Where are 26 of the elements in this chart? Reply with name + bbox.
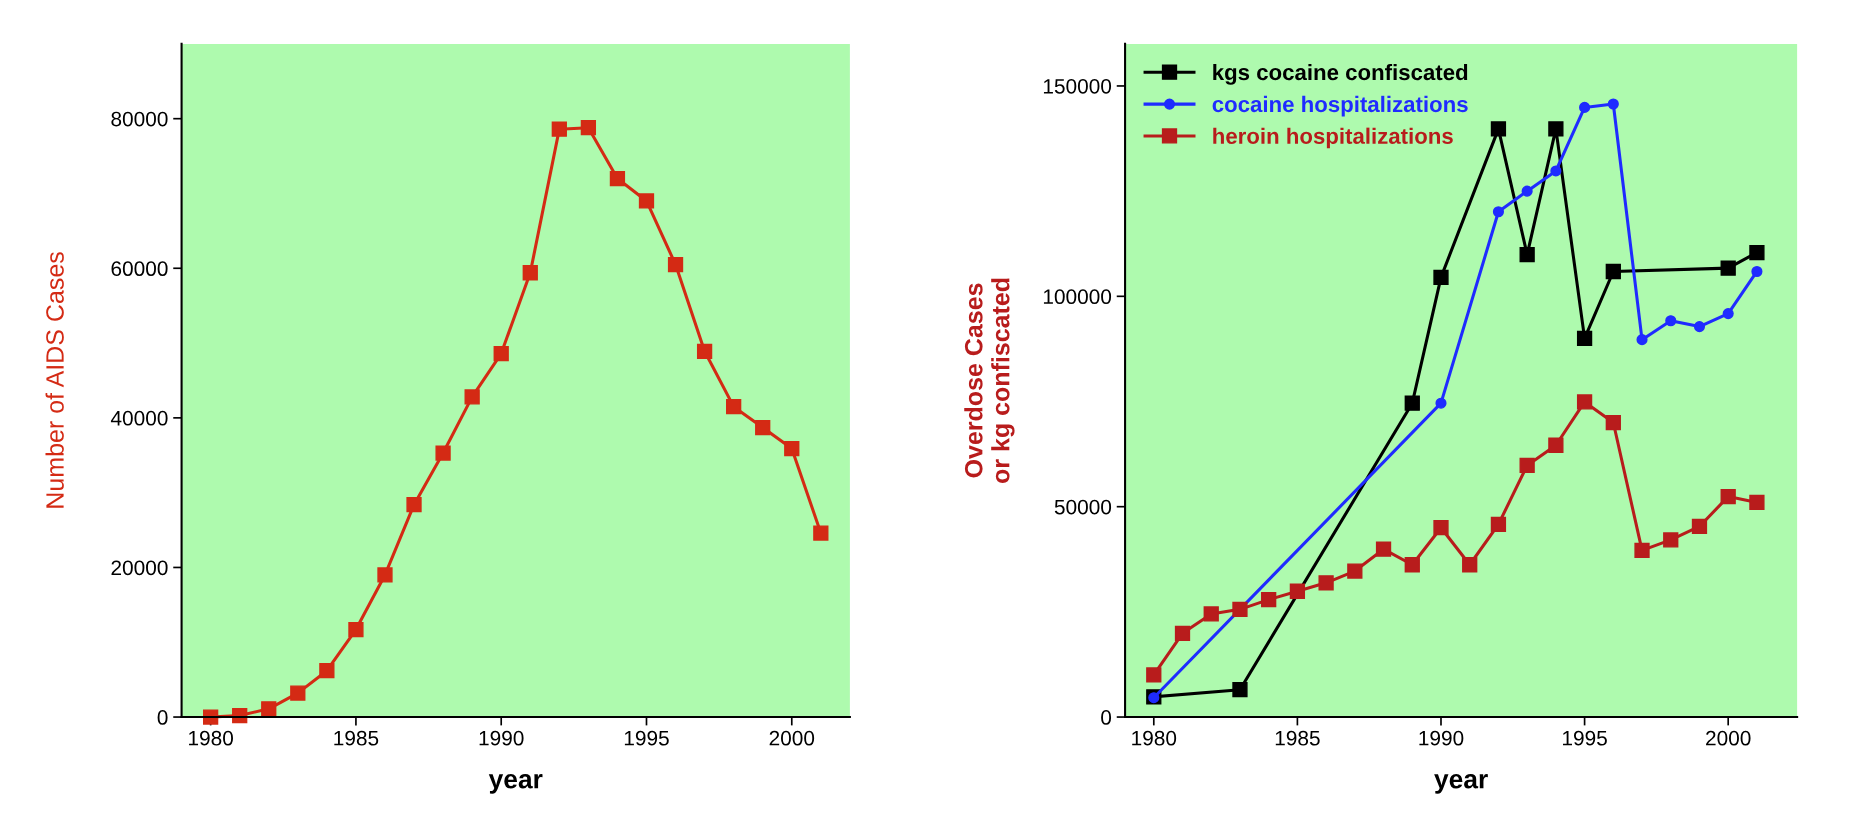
legend-label: heroin hospitalizations	[1213, 127, 1453, 149]
y-tick-label: 100000	[1043, 289, 1112, 305]
x-tick-label: 1980	[1132, 730, 1177, 746]
x-tick-label: 1990	[479, 730, 524, 746]
y-tick-label: 0	[157, 710, 168, 725]
x-tick-label: 1990	[1419, 730, 1464, 746]
y-tick-label: 60000	[111, 261, 168, 277]
x-tick-label: 1995	[624, 730, 669, 746]
x-tick-label: 1980	[189, 730, 233, 746]
y-axis-title: Overdose Cases or kg confiscated	[964, 278, 1015, 483]
x-tick-label: 1995	[1563, 730, 1607, 746]
x-tick-label: 2000	[1706, 730, 1751, 746]
y-tick-label: 150000	[1043, 78, 1112, 94]
x-tick-label: 1985	[334, 730, 379, 746]
legend-label: cocaine hospitalizations	[1212, 95, 1468, 117]
y-tick-label: 40000	[110, 410, 168, 426]
y-tick-label: 0	[1101, 710, 1112, 725]
legend-label: kgs cocaine confiscated	[1213, 63, 1468, 85]
x-axis-title: year	[488, 774, 543, 794]
x-axis-title: year	[1434, 774, 1488, 794]
y-axis-title: Number of AIDS Cases	[45, 252, 64, 508]
x-tick-label: 2000	[769, 730, 815, 746]
x-tick-label: 1985	[1275, 730, 1320, 746]
y-tick-label: 80000	[111, 111, 168, 127]
y-tick-label: 50000	[1054, 499, 1112, 515]
y-tick-label: 20000	[111, 560, 168, 576]
